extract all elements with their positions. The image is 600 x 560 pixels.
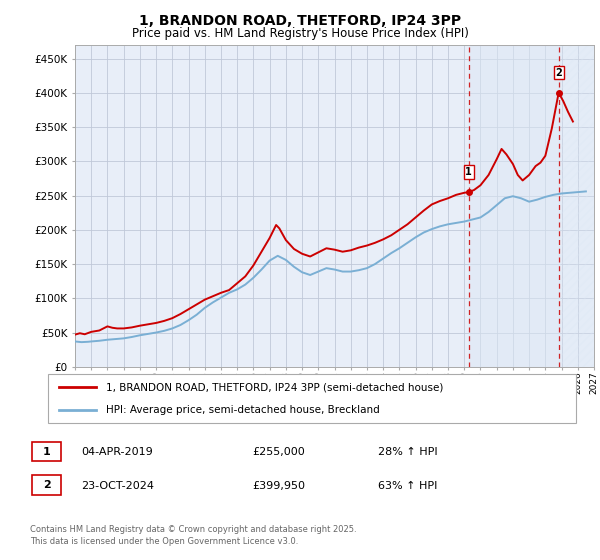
Text: £255,000: £255,000 <box>252 447 305 458</box>
Bar <box>469 45 559 367</box>
Text: 2: 2 <box>43 480 50 490</box>
Text: £399,950: £399,950 <box>252 480 305 491</box>
Text: 1: 1 <box>465 167 472 177</box>
Text: 63% ↑ HPI: 63% ↑ HPI <box>378 480 437 491</box>
Bar <box>559 45 594 367</box>
Text: Price paid vs. HM Land Registry's House Price Index (HPI): Price paid vs. HM Land Registry's House … <box>131 27 469 40</box>
Text: HPI: Average price, semi-detached house, Breckland: HPI: Average price, semi-detached house,… <box>106 405 380 416</box>
Text: 2: 2 <box>555 68 562 78</box>
Text: 28% ↑ HPI: 28% ↑ HPI <box>378 447 437 458</box>
Text: 1, BRANDON ROAD, THETFORD, IP24 3PP (semi-detached house): 1, BRANDON ROAD, THETFORD, IP24 3PP (sem… <box>106 382 443 393</box>
Text: 1: 1 <box>43 447 50 457</box>
Text: 1, BRANDON ROAD, THETFORD, IP24 3PP: 1, BRANDON ROAD, THETFORD, IP24 3PP <box>139 14 461 28</box>
Text: 23-OCT-2024: 23-OCT-2024 <box>81 480 154 491</box>
Text: 04-APR-2019: 04-APR-2019 <box>81 447 153 458</box>
Text: Contains HM Land Registry data © Crown copyright and database right 2025.
This d: Contains HM Land Registry data © Crown c… <box>30 525 356 546</box>
